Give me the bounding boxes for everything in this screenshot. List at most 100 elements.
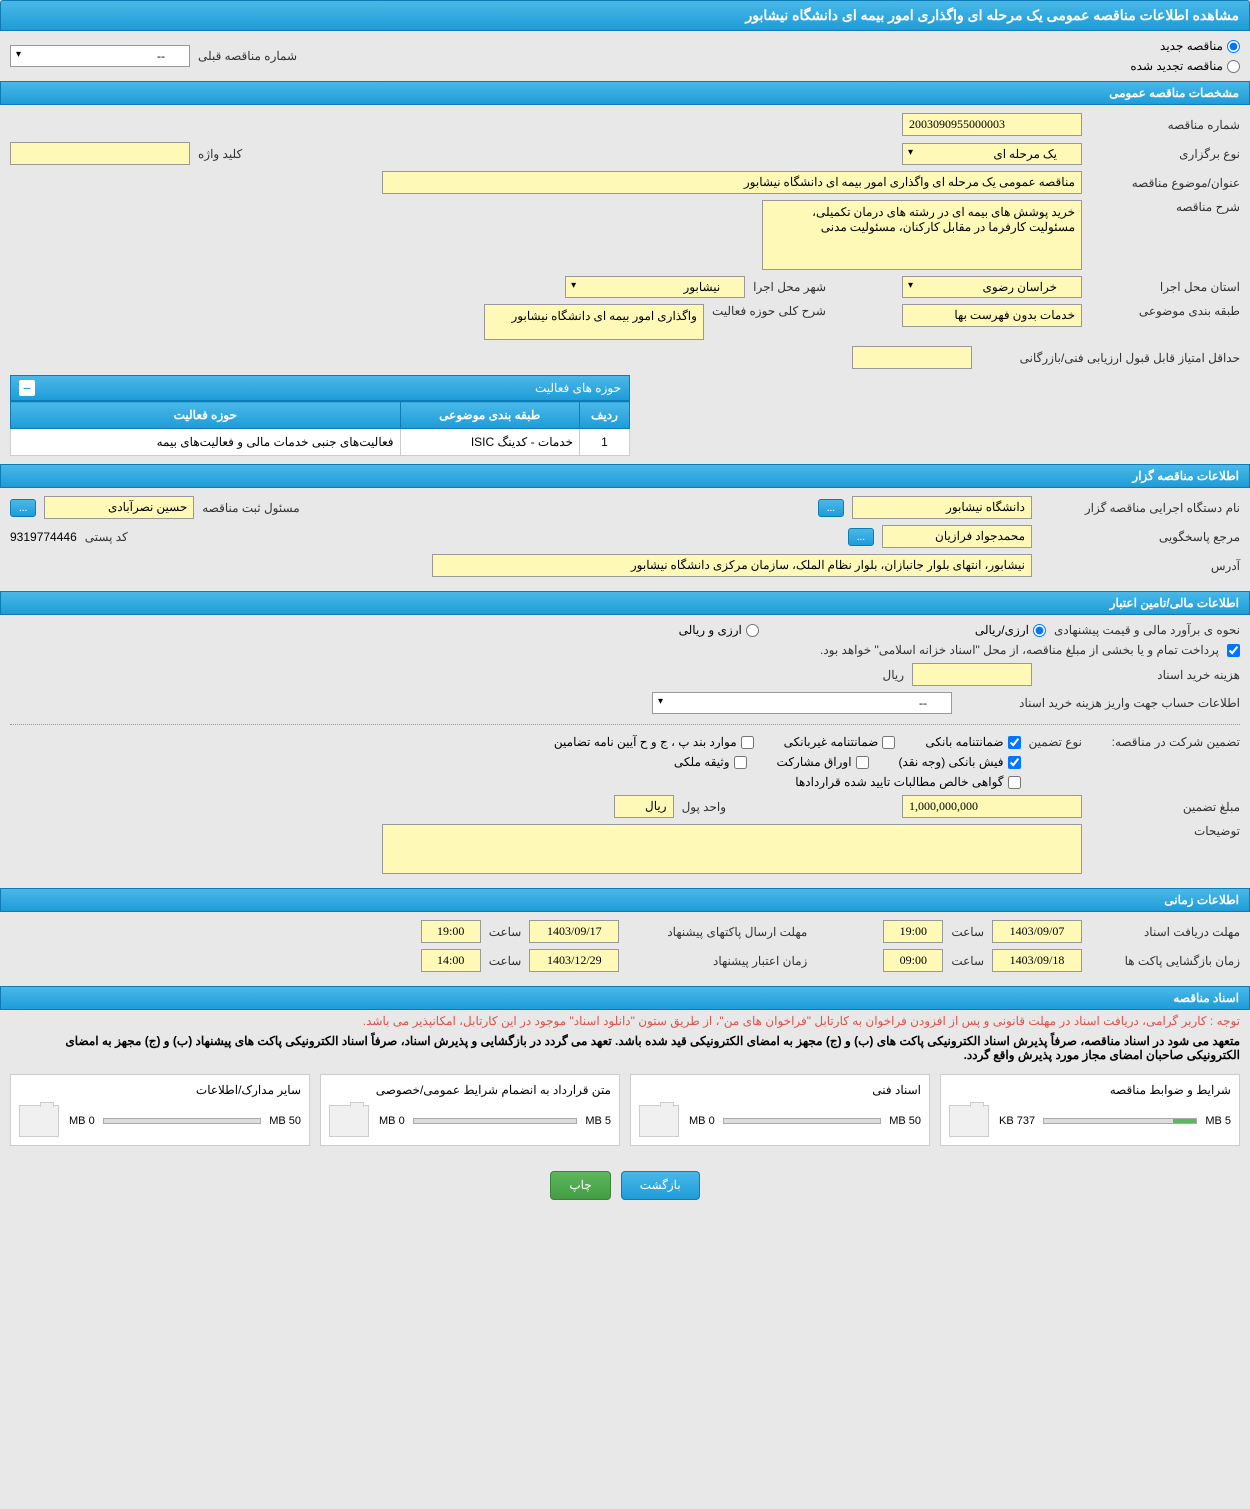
col-row: ردیف — [580, 402, 630, 429]
tender-no-input[interactable] — [902, 113, 1082, 136]
cb-g7[interactable]: گواهی خالص مطالبات تایید شده قراردادها — [795, 775, 1020, 789]
postal-value: 9319774446 — [10, 530, 77, 544]
min-score-label: حداقل امتیاز قابل قبول ارزیابی فنی/بازرگ… — [980, 351, 1240, 365]
org-name-more-button[interactable]: ... — [818, 499, 844, 517]
validity-date[interactable] — [529, 949, 619, 972]
activity-title: حوزه های فعالیت — [535, 381, 621, 395]
radio-new-input[interactable] — [1227, 40, 1240, 53]
radio-renewed-input[interactable] — [1227, 60, 1240, 73]
tender-no-label: شماره مناقصه — [1090, 118, 1240, 132]
doc-box-1: شرایط و ضوابط مناقصه 5 MB 737 KB — [940, 1074, 1240, 1146]
time-label-2: ساعت — [489, 925, 522, 939]
reg-input[interactable] — [44, 496, 194, 519]
tender-type-radios: مناقصه جدید مناقصه تجدید شده شماره مناقص… — [0, 31, 1250, 81]
activity-table: ردیف طبقه بندی موضوعی حوزه فعالیت 1 خدما… — [10, 401, 630, 456]
folder-icon[interactable] — [639, 1105, 679, 1137]
guarantee-type-label: نوع تضمین — [1029, 735, 1082, 749]
open-label: زمان بازگشایی پاکت ها — [1090, 954, 1240, 968]
doc1-progress — [1043, 1118, 1197, 1124]
prev-number-label: شماره مناقصه قبلی — [198, 49, 297, 63]
cb-g4[interactable]: فیش بانکی (وجه نقد) — [899, 755, 1021, 769]
type-label: نوع برگزاری — [1090, 147, 1240, 161]
send-date[interactable] — [529, 920, 619, 943]
radio-rial[interactable]: ارزی/ریالی — [975, 623, 1046, 637]
radio-renewed-tender[interactable]: مناقصه تجدید شده — [317, 59, 1240, 73]
doc-cost-unit: ریال — [882, 668, 904, 682]
min-score-input[interactable] — [852, 346, 972, 369]
doc-cost-input[interactable] — [912, 663, 1032, 686]
radio-new-tender[interactable]: مناقصه جدید — [317, 39, 1240, 53]
activity-header: حوزه های فعالیت − — [10, 375, 630, 401]
time-label-1: ساعت — [951, 925, 984, 939]
radio-renewed-label: مناقصه تجدید شده — [1130, 59, 1223, 73]
section-documents: اسناد مناقصه — [0, 986, 1250, 1010]
contact-input[interactable] — [882, 525, 1032, 548]
doc3-total: 5 MB — [585, 1115, 611, 1127]
subject-input[interactable] — [382, 171, 1082, 194]
desc-textarea[interactable]: خرید پوشش های بیمه ای در رشته های درمان … — [762, 200, 1082, 270]
currency-label: واحد پول — [682, 800, 726, 814]
method-label: نحوه ی برآورد مالی و قیمت پیشنهادی — [1054, 623, 1240, 637]
address-input[interactable] — [432, 554, 1032, 577]
section-financial: اطلاعات مالی/تامین اعتبار — [0, 591, 1250, 615]
folder-icon[interactable] — [19, 1105, 59, 1137]
open-time[interactable] — [883, 949, 943, 972]
reg-label: مسئول ثبت مناقصه — [202, 501, 299, 515]
cb-g2[interactable]: ضمانتنامه غیربانکی — [784, 735, 896, 749]
doc3-title: متن قرارداد به انضمام شرایط عمومی/خصوصی — [329, 1083, 611, 1097]
doc1-title: شرایط و ضوابط مناقصه — [949, 1083, 1231, 1097]
validity-time[interactable] — [421, 949, 481, 972]
cell-field: فعالیت‌های جنبی خدمات مالی و فعالیت‌های … — [11, 429, 401, 456]
category-input[interactable] — [902, 304, 1082, 327]
collapse-icon[interactable]: − — [19, 380, 35, 396]
contact-more-button[interactable]: ... — [848, 528, 874, 546]
open-date[interactable] — [992, 949, 1082, 972]
doc-box-4: سایر مدارک/اطلاعات 50 MB 0 MB — [10, 1074, 310, 1146]
type-select[interactable]: یک مرحله ای — [902, 143, 1082, 165]
reg-more-button[interactable]: ... — [10, 499, 36, 517]
doc4-used: 0 MB — [69, 1115, 95, 1127]
keyword-input[interactable] — [10, 142, 190, 165]
docs-note1: توجه : کاربر گرامی، دریافت اسناد در مهلت… — [0, 1010, 1250, 1032]
radio-both[interactable]: ارزی و ریالی — [679, 623, 759, 637]
province-select[interactable]: خراسان رضوی — [902, 276, 1082, 298]
guarantee-title: تضمین شرکت در مناقصه: — [1090, 735, 1240, 749]
receive-date[interactable] — [992, 920, 1082, 943]
contact-label: مرجع پاسخگویی — [1040, 530, 1240, 544]
section-timing: اطلاعات زمانی — [0, 888, 1250, 912]
amount-input[interactable] — [902, 795, 1082, 818]
prev-number-select[interactable]: -- — [10, 45, 190, 67]
section-organizer: اطلاعات مناقصه گزار — [0, 464, 1250, 488]
desc-label: شرح مناقصه — [1090, 200, 1240, 214]
activity-desc-textarea[interactable]: واگذاری امور بیمه ای دانشگاه نیشابور — [484, 304, 704, 340]
cb-g1[interactable]: ضمانتنامه بانکی — [925, 735, 1020, 749]
col-field: حوزه فعالیت — [11, 402, 401, 429]
doc2-total: 50 MB — [889, 1115, 921, 1127]
notes-textarea[interactable] — [382, 824, 1082, 874]
receive-time[interactable] — [883, 920, 943, 943]
doc4-progress — [103, 1118, 262, 1124]
back-button[interactable]: بازگشت — [621, 1171, 700, 1200]
cell-cat: خدمات - کدینگ ISIC — [400, 429, 580, 456]
col-cat: طبقه بندی موضوعی — [400, 402, 580, 429]
treasury-checkbox[interactable] — [1227, 644, 1240, 657]
activity-desc-label: شرح کلی حوزه فعالیت — [712, 304, 826, 318]
cb-g6[interactable]: وثیقه ملکی — [674, 755, 747, 769]
folder-icon[interactable] — [329, 1105, 369, 1137]
account-select[interactable]: -- — [652, 692, 952, 714]
org-name-input[interactable] — [852, 496, 1032, 519]
folder-icon[interactable] — [949, 1105, 989, 1137]
print-button[interactable]: چاپ — [550, 1171, 610, 1200]
doc1-total: 5 MB — [1205, 1115, 1231, 1127]
section-general: مشخصات مناقصه عمومی — [0, 81, 1250, 105]
currency-input[interactable] — [614, 795, 674, 818]
cb-g3[interactable]: موارد بند پ ، ج و ح آیین نامه تضامین — [554, 735, 754, 749]
cb-g5[interactable]: اوراق مشارکت — [777, 755, 869, 769]
doc3-progress — [413, 1118, 578, 1124]
category-label: طبقه بندی موضوعی — [1090, 304, 1240, 318]
doc1-used: 737 KB — [999, 1115, 1035, 1127]
receive-label: مهلت دریافت اسناد — [1090, 925, 1240, 939]
city-select[interactable]: نیشابور — [565, 276, 745, 298]
doc2-progress — [723, 1118, 882, 1124]
send-time[interactable] — [421, 920, 481, 943]
